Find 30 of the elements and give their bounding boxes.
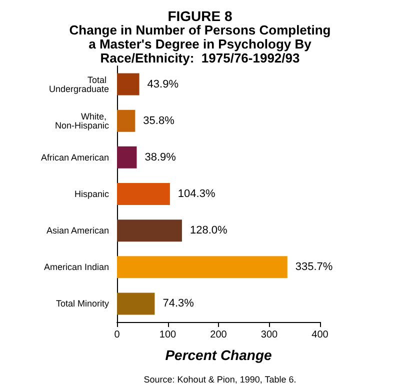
data-label: 104.3% [178, 188, 216, 200]
y-tick-label: Total Minority [56, 298, 110, 309]
data-label: 74.3% [162, 298, 194, 310]
x-axis-title: Percent Change [165, 347, 272, 363]
y-tick-label: White, Non-Hispanic [54, 111, 110, 130]
chart-title: FIGURE 8 [168, 8, 232, 24]
bar [117, 292, 155, 315]
x-tick-label: 300 [260, 330, 278, 340]
data-label: 43.9% [147, 78, 179, 90]
y-tick-label: African American [40, 152, 109, 162]
x-tick-label: 400 [312, 330, 329, 340]
data-label: 128.0% [190, 224, 228, 237]
source-note: Source: Kohout & Pion, 1990, Table 6. [144, 374, 296, 384]
x-tick-label: 100 [159, 330, 177, 340]
y-tick-label: American Indian [44, 262, 109, 272]
data-label: 335.7% [295, 261, 333, 274]
y-tick-label: Hispanic [74, 189, 110, 199]
data-label: 38.9% [144, 151, 176, 164]
x-tick-label: 0 [114, 330, 120, 340]
bar [117, 220, 182, 242]
x-tick-label: 200 [210, 330, 228, 340]
bar [117, 146, 137, 168]
y-tick-label: Total Undergraduate [48, 74, 109, 94]
bar [117, 73, 140, 96]
data-label: 35.8% [143, 114, 175, 127]
bar [117, 256, 288, 278]
bar [117, 110, 136, 132]
chart-subtitle: Change in Number of Persons Completing a Master's Degree in Psychology By Race/Ethnicity: 1975/76-1992/93 [69, 22, 331, 66]
bar [117, 183, 170, 205]
y-tick-label: Asian American [46, 226, 109, 236]
